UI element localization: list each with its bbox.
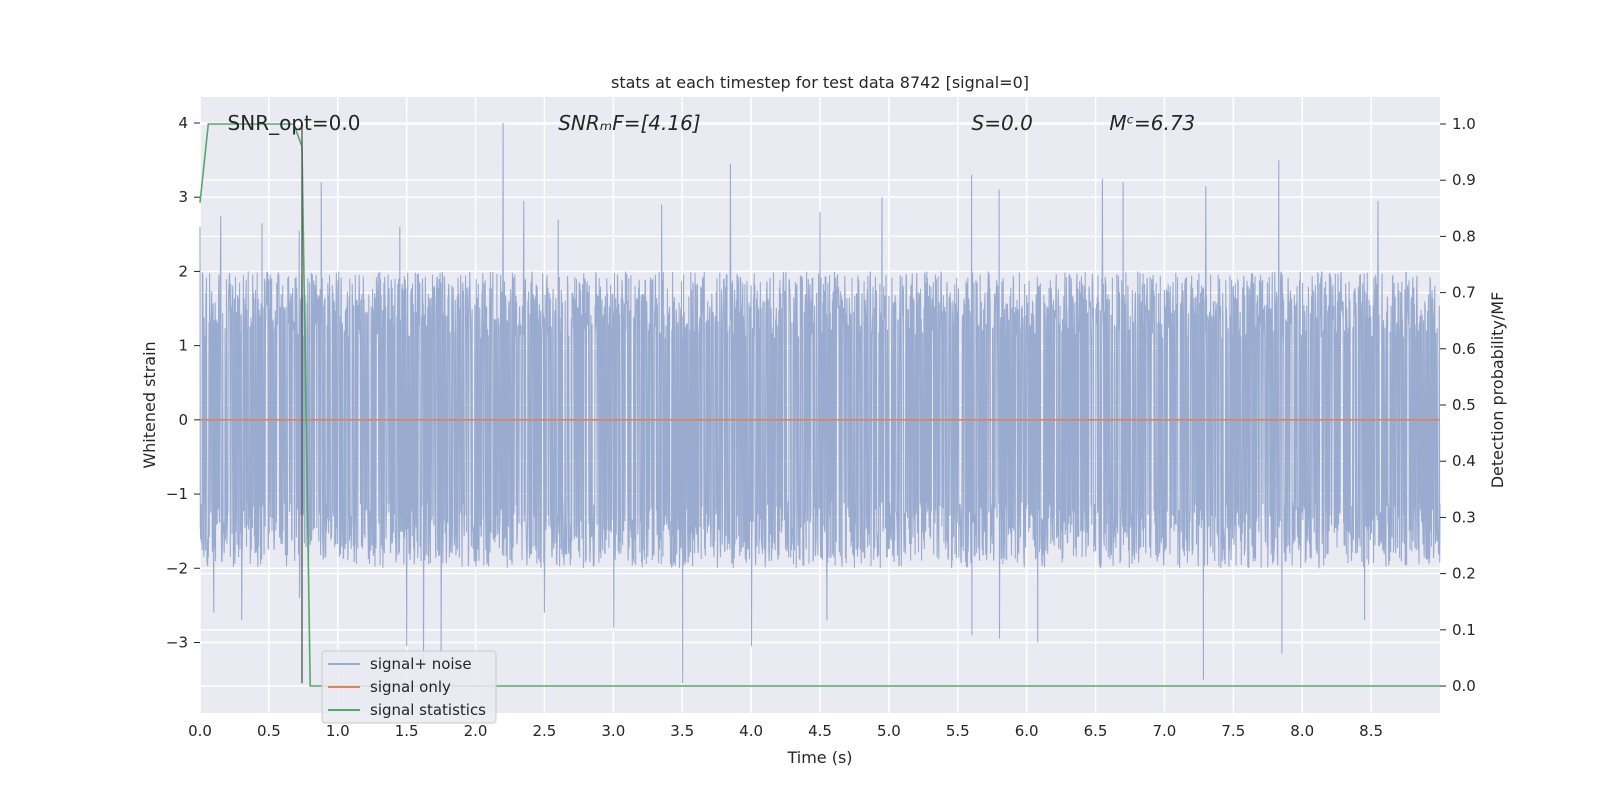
x-tick-label: 5.5 xyxy=(946,722,970,740)
legend: signal+ noise signal only signal statist… xyxy=(321,650,497,724)
x-tick-label: 7.5 xyxy=(1221,722,1245,740)
y-tick-label-left: 3 xyxy=(178,188,188,206)
x-tick-label: 8.0 xyxy=(1290,722,1314,740)
y-tick-label-left: −1 xyxy=(166,485,188,503)
annotation-snr-mf: SNRₘF=[4.16] xyxy=(558,111,700,135)
y-ticks-right: 0.0 0.1 0.2 0.3 0.4 0.5 0.6 0.7 0.8 0.9 1.0 xyxy=(1440,115,1476,695)
x-tick-label: 2.0 xyxy=(464,722,488,740)
y-tick-label-right: 0.6 xyxy=(1452,340,1476,358)
legend-label-signal-only: signal only xyxy=(370,678,451,696)
x-tick-label: 1.5 xyxy=(395,722,419,740)
x-tick-label: 6.0 xyxy=(1015,722,1039,740)
x-tick-label: 1.0 xyxy=(326,722,350,740)
legend-label-signal-statistics: signal statistics xyxy=(370,701,486,719)
y-tick-label-right: 1.0 xyxy=(1452,115,1476,133)
x-tick-label: 4.0 xyxy=(739,722,763,740)
x-axis-label: Time (s) xyxy=(786,748,852,767)
y-axis-label-left: Whitened strain xyxy=(140,341,159,468)
annotation-mc: Mᶜ=6.73 xyxy=(1109,111,1195,135)
x-tick-label: 3.0 xyxy=(601,722,625,740)
y-tick-label-right: 0.8 xyxy=(1452,227,1476,245)
series-group xyxy=(199,122,1441,687)
series-signal-noise xyxy=(199,122,1441,684)
y-tick-label-left: −3 xyxy=(166,633,188,651)
y-tick-label-left: 0 xyxy=(178,411,188,429)
annotations: SNR_opt=0.0 SNRₘF=[4.16] S=0.0 Mᶜ=6.73 xyxy=(228,111,1196,135)
y-tick-label-right: 0.7 xyxy=(1452,284,1476,302)
x-tick-label: 7.0 xyxy=(1153,722,1177,740)
legend-label-signal-noise: signal+ noise xyxy=(370,655,472,673)
y-tick-label-right: 0.2 xyxy=(1452,565,1476,583)
y-tick-label-right: 0.1 xyxy=(1452,621,1476,639)
y-tick-label-right: 0.9 xyxy=(1452,171,1476,189)
x-tick-label: 0.5 xyxy=(257,722,281,740)
y-tick-label-left: 4 xyxy=(178,114,188,132)
y-ticks-left: −3 −2 −1 0 1 2 3 4 xyxy=(166,114,200,651)
x-tick-label: 5.0 xyxy=(877,722,901,740)
annotation-s: S=0.0 xyxy=(972,111,1033,135)
x-tick-label: 3.5 xyxy=(670,722,694,740)
y-tick-label-left: −2 xyxy=(166,559,188,577)
annotation-snr-opt: SNR_opt=0.0 xyxy=(228,111,361,135)
y-tick-label-right: 0.4 xyxy=(1452,452,1476,470)
series-signal-statistics xyxy=(199,123,1440,687)
y-tick-label-right: 0.0 xyxy=(1452,677,1476,695)
y-axis-label-right: Detection probability/MF xyxy=(1488,292,1507,489)
x-tick-label: 8.5 xyxy=(1359,722,1383,740)
legend-box xyxy=(321,650,497,724)
y-tick-label-right: 0.3 xyxy=(1452,508,1476,526)
x-tick-label: 0.0 xyxy=(188,722,212,740)
x-tick-label: 2.5 xyxy=(533,722,557,740)
x-tick-label: 4.5 xyxy=(808,722,832,740)
y-tick-label-left: 1 xyxy=(178,337,188,355)
y-tick-label-left: 2 xyxy=(178,262,188,280)
x-tick-label: 6.5 xyxy=(1084,722,1108,740)
y-tick-label-right: 0.5 xyxy=(1452,396,1476,414)
chart-title: stats at each timestep for test data 874… xyxy=(611,73,1029,92)
x-ticks: 0.0 0.5 1.0 1.5 2.0 2.5 3.0 3.5 4.0 4.5 5.0 5.5 6.0 6… xyxy=(188,722,1383,740)
